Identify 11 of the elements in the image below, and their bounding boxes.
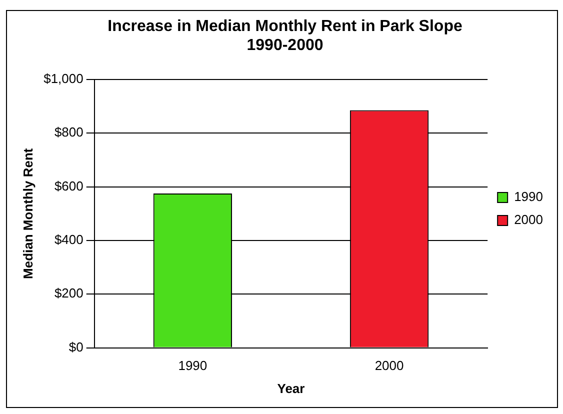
legend-label: 1990 — [514, 189, 543, 204]
y-tick-label: $1,000 — [44, 70, 84, 86]
x-axis-title: Year — [277, 380, 305, 396]
y-tick-label: $0 — [68, 339, 84, 354]
y-axis-title: Median Monthly Rent — [20, 148, 36, 279]
chart-title: Increase in Median Monthly Rent in Park Slope 1990-2000 — [108, 18, 462, 54]
y-tick-label: $600 — [54, 178, 84, 194]
y-tick-label: $400 — [54, 232, 84, 248]
legend-label: 2000 — [514, 212, 543, 228]
y-tick-label: $200 — [54, 286, 84, 301]
y-tick-label: $800 — [54, 124, 84, 140]
